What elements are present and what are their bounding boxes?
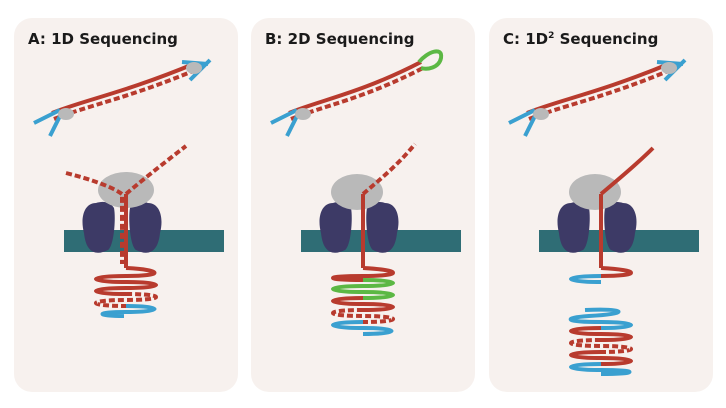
motor-protein	[569, 174, 621, 210]
hairpin-adapter	[417, 49, 444, 71]
panel-2d-sequencing: B: 2D Sequencing	[251, 18, 475, 392]
panel-1d2-sequencing: C: 1D2 Sequencing	[489, 18, 713, 392]
1d2-sequencing-illustration	[508, 58, 699, 376]
panel-title: C: 1D2 Sequencing	[503, 30, 659, 48]
motor-protein	[295, 108, 311, 120]
nanopore	[557, 201, 637, 253]
panel-title: A: 1D Sequencing	[28, 30, 178, 48]
1d-sequencing-illustration	[33, 58, 224, 318]
panel-1d-sequencing: A: 1D Sequencing	[14, 18, 238, 392]
template-strand-unwound	[599, 146, 655, 196]
panel-title: B: 2D Sequencing	[265, 30, 415, 48]
dna-duplex	[270, 60, 424, 137]
translocated-coil	[569, 266, 633, 284]
motor-protein	[331, 174, 383, 210]
2d-sequencing-illustration	[270, 49, 461, 336]
nanopore	[319, 201, 399, 253]
motor-protein	[58, 108, 74, 120]
nanopore	[82, 201, 162, 253]
dna-duplex	[33, 58, 212, 137]
complement-strand-unwound	[65, 171, 124, 264]
motor-protein	[186, 62, 202, 74]
second-strand-coil	[568, 307, 633, 376]
complement-strand-unwound	[361, 142, 417, 196]
dna-duplex	[508, 58, 687, 137]
translocated-coil	[94, 266, 158, 318]
translocated-coil	[331, 266, 395, 336]
motor-protein	[661, 62, 677, 74]
motor-protein	[533, 108, 549, 120]
template-strand-unwound	[124, 144, 188, 196]
